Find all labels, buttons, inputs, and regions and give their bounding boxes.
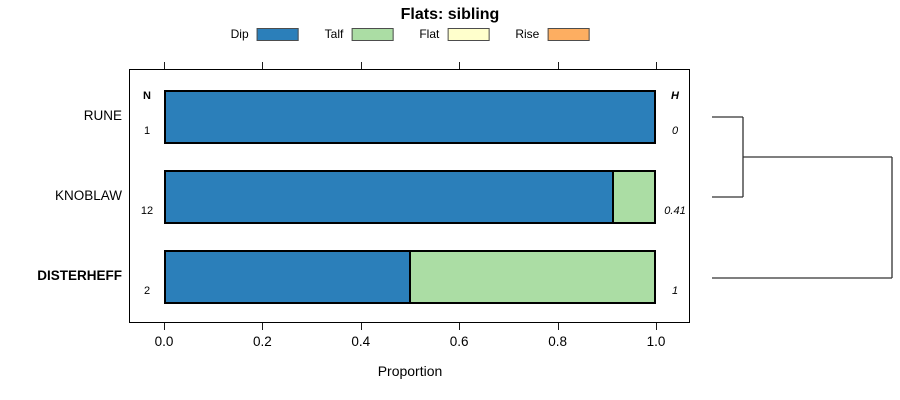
- row-label-knoblaw: KNOBLAW: [54, 188, 122, 203]
- legend-label: Dip: [230, 27, 249, 41]
- legend-swatch-flat: [447, 27, 490, 41]
- x-tick-top: [262, 62, 264, 69]
- n-column-header: N: [143, 90, 151, 102]
- x-tick-label: 1.0: [646, 334, 666, 349]
- legend-label: Rise: [515, 27, 540, 41]
- x-axis-label: Proportion: [377, 363, 443, 379]
- bar-knoblaw: [164, 170, 656, 224]
- n-value-disterheff: 2: [143, 285, 151, 297]
- n-value-knoblaw: 12: [140, 205, 154, 217]
- plot-area: [129, 69, 690, 323]
- legend-label: Flat: [419, 27, 440, 41]
- legend-item-flat: Flat: [419, 27, 490, 41]
- x-tick-bottom: [262, 323, 264, 330]
- legend-swatch-dip: [256, 27, 299, 41]
- legend-item-talf: Talf: [325, 27, 394, 41]
- chart-title: Flats: sibling: [400, 6, 500, 23]
- h-value-rune: 0: [671, 125, 679, 137]
- bar-disterheff: [164, 250, 656, 304]
- x-tick-top: [656, 62, 657, 69]
- x-tick-top: [164, 62, 165, 69]
- h-value-knoblaw: 0.41: [664, 205, 686, 217]
- x-tick-bottom: [656, 323, 657, 330]
- x-tick-label: 0.4: [351, 334, 371, 349]
- x-tick-top: [557, 62, 559, 69]
- bar-rune: [164, 90, 656, 144]
- x-tick-top: [459, 62, 461, 69]
- bar-segment-dip: [166, 172, 612, 222]
- x-tick-bottom: [164, 323, 165, 330]
- legend: Dip Talf Flat Rise: [231, 27, 590, 41]
- bar-segment-dip: [166, 92, 654, 142]
- row-label-rune: RUNE: [83, 108, 122, 123]
- x-tick-bottom: [557, 323, 559, 330]
- legend-item-dip: Dip: [231, 27, 299, 41]
- bar-segment-dip: [166, 252, 409, 302]
- h-column-header: H: [671, 90, 679, 102]
- bar-segment-talf: [611, 172, 654, 222]
- legend-item-rise: Rise: [515, 27, 590, 41]
- x-tick-label: 0.2: [253, 334, 272, 349]
- x-tick-top: [360, 62, 362, 69]
- legend-swatch-rise: [547, 27, 590, 41]
- h-value-disterheff: 1: [671, 285, 679, 297]
- n-value-rune: 1: [143, 125, 151, 137]
- row-label-disterheff: DISTERHEFF: [37, 268, 122, 283]
- x-tick-bottom: [360, 323, 362, 330]
- x-tick-label: 0.8: [548, 334, 567, 349]
- x-tick-label: 0.0: [154, 334, 174, 349]
- legend-swatch-talf: [351, 27, 394, 41]
- legend-label: Talf: [324, 27, 344, 41]
- bar-segment-talf: [409, 252, 654, 302]
- x-tick-label: 0.6: [449, 334, 469, 349]
- x-tick-bottom: [459, 323, 461, 330]
